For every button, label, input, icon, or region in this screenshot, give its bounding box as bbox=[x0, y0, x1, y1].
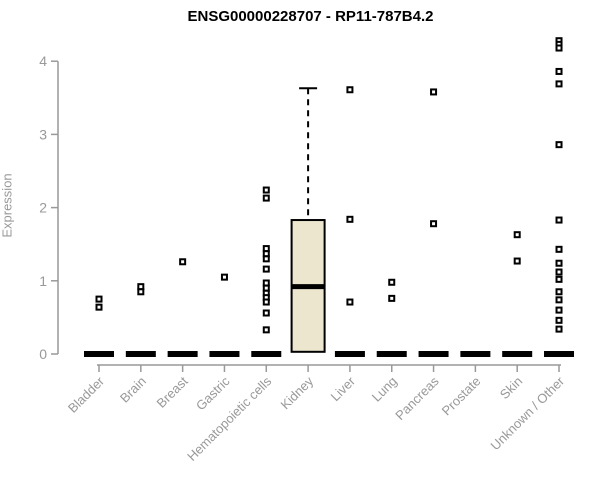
x-tick-label: Prostate bbox=[439, 374, 484, 419]
outlier-point bbox=[430, 220, 438, 228]
x-tick-label: Pancreas bbox=[392, 373, 442, 423]
outlier-point bbox=[430, 88, 438, 96]
outlier-point bbox=[388, 278, 396, 286]
outlier-point bbox=[346, 215, 354, 223]
zero-median-bar bbox=[460, 351, 491, 357]
outlier-point bbox=[346, 298, 354, 306]
x-tick-label: Lung bbox=[369, 374, 400, 405]
outlier-point bbox=[555, 80, 563, 88]
outlier-point bbox=[513, 231, 521, 239]
chart-title: ENSG00000228707 - RP11-787B4.2 bbox=[187, 8, 434, 25]
x-tick-label: Bladder bbox=[65, 373, 108, 416]
zero-median-bar bbox=[418, 351, 449, 357]
outlier-point bbox=[555, 306, 563, 314]
outlier-point bbox=[555, 316, 563, 324]
outlier-point bbox=[555, 268, 563, 276]
outlier-point bbox=[555, 259, 563, 267]
y-tick-label: 4 bbox=[39, 53, 47, 69]
zero-median-bar bbox=[334, 351, 365, 357]
outlier-point bbox=[262, 309, 270, 317]
y-tick-label: 2 bbox=[39, 200, 47, 216]
outlier-point bbox=[555, 67, 563, 75]
y-tick-label: 3 bbox=[39, 126, 47, 142]
outlier-point bbox=[262, 186, 270, 194]
outlier-point bbox=[555, 141, 563, 149]
outlier-point bbox=[555, 44, 563, 52]
outlier-point bbox=[555, 275, 563, 283]
outlier-point bbox=[95, 303, 103, 311]
x-tick-label: Unknown / Other bbox=[488, 373, 568, 453]
x-tick-label: Liver bbox=[328, 373, 359, 404]
zero-median-bar bbox=[251, 351, 282, 357]
x-tick-label: Brain bbox=[117, 374, 149, 406]
outlier-point bbox=[262, 298, 270, 306]
outlier-point bbox=[137, 288, 145, 296]
y-tick-label: 0 bbox=[39, 346, 47, 362]
outlier-point bbox=[555, 325, 563, 333]
outlier-point bbox=[262, 265, 270, 273]
zero-median-bar bbox=[376, 351, 407, 357]
y-tick-label: 1 bbox=[39, 273, 47, 289]
outlier-point bbox=[262, 194, 270, 202]
x-tick-label: Kidney bbox=[278, 373, 317, 412]
zero-median-bar bbox=[544, 351, 575, 357]
outlier-point bbox=[555, 288, 563, 296]
zero-median-bar bbox=[502, 351, 533, 357]
outlier-point bbox=[388, 294, 396, 302]
zero-median-bar bbox=[167, 351, 198, 357]
outlier-point bbox=[220, 273, 228, 281]
outlier-point bbox=[262, 255, 270, 263]
x-tick-label: Skin bbox=[497, 374, 525, 402]
outlier-point bbox=[555, 216, 563, 224]
outlier-point bbox=[95, 295, 103, 303]
outlier-point bbox=[179, 258, 187, 266]
outlier-point bbox=[555, 245, 563, 253]
outlier-point bbox=[513, 257, 521, 265]
zero-median-bar bbox=[209, 351, 240, 357]
zero-median-bar bbox=[125, 351, 156, 357]
x-tick-label: Gastric bbox=[193, 373, 233, 413]
outlier-point bbox=[555, 296, 563, 304]
outlier-point bbox=[346, 86, 354, 94]
outlier-point bbox=[262, 326, 270, 334]
zero-median-bar bbox=[84, 351, 114, 357]
x-tick-label: Breast bbox=[154, 373, 191, 410]
